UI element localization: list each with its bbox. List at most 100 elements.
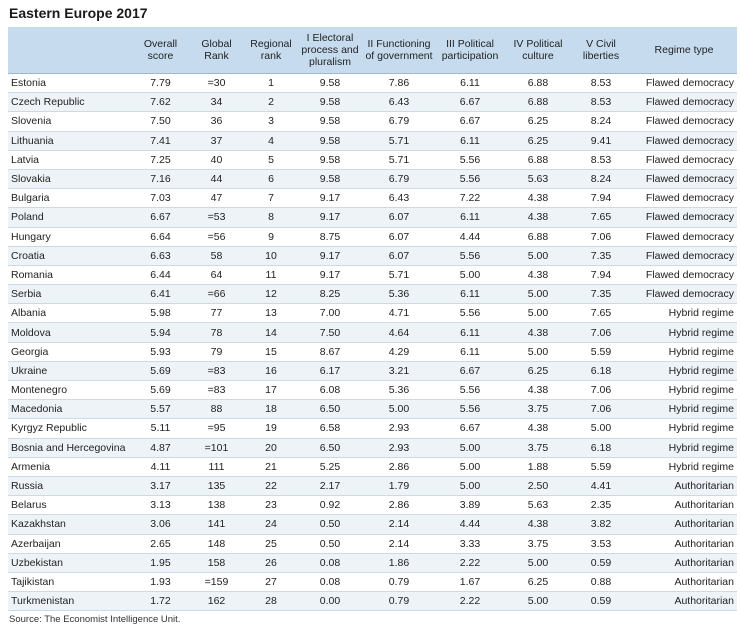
data-cell: 8 — [245, 207, 297, 228]
data-cell: 8.24 — [571, 111, 631, 132]
data-cell: 36 — [188, 111, 245, 132]
country-cell: Slovenia — [8, 111, 133, 132]
data-cell: 4.38 — [505, 514, 571, 535]
data-cell: Flawed democracy — [631, 111, 737, 132]
data-cell: 5.56 — [435, 169, 505, 190]
country-cell: Ukraine — [8, 361, 133, 382]
country-cell: Belarus — [8, 495, 133, 516]
table-row: Kyrgyz Republic 5.11 =95 19 6.58 2.93 6.67 4.38… — [8, 418, 737, 439]
data-cell: 3.89 — [435, 495, 505, 516]
data-cell: 6.63 — [133, 246, 188, 266]
data-cell: 9.17 — [297, 265, 363, 286]
data-cell: 6.50 — [297, 399, 363, 420]
data-cell: 5.94 — [133, 322, 188, 343]
data-cell: 4.38 — [505, 418, 571, 439]
data-cell: 0.50 — [297, 534, 363, 554]
data-cell: 6.18 — [571, 361, 631, 382]
table-row: Uzbekistan 1.95 158 26 0.08 1.86 2.22 5.00 0.59 A… — [8, 553, 737, 573]
data-cell: 6.07 — [363, 227, 435, 247]
data-cell: 88 — [188, 399, 245, 420]
data-cell: 0.08 — [297, 553, 363, 573]
data-cell: 6.11 — [435, 73, 505, 94]
data-cell: 3.17 — [133, 476, 188, 497]
data-cell: 5.00 — [505, 553, 571, 573]
data-cell: 5.00 — [435, 438, 505, 458]
country-cell: Lithuania — [8, 131, 133, 151]
data-cell: 1.79 — [363, 476, 435, 497]
data-cell: 0.79 — [363, 572, 435, 593]
data-cell: 8.75 — [297, 227, 363, 247]
data-cell: 0.08 — [297, 572, 363, 593]
country-cell: Latvia — [8, 150, 133, 170]
data-cell: Hybrid regime — [631, 322, 737, 343]
data-cell: 9.58 — [297, 92, 363, 113]
data-cell: 0.79 — [363, 591, 435, 612]
data-cell: 2.50 — [505, 476, 571, 497]
data-cell: 58 — [188, 246, 245, 266]
data-cell: 5.71 — [363, 131, 435, 151]
data-cell: 7.22 — [435, 188, 505, 209]
data-cell: 2.93 — [363, 438, 435, 458]
table-body: Estonia 7.79 =30 1 9.58 7.86 6.11 6.88 8.53 Flawe… — [8, 73, 737, 612]
data-cell: Authoritarian — [631, 495, 737, 516]
header-cell: Regional rank — [245, 27, 297, 74]
data-cell: 4.64 — [363, 322, 435, 343]
data-cell: 6.41 — [133, 284, 188, 305]
data-cell: 3.82 — [571, 514, 631, 535]
data-cell: Flawed democracy — [631, 265, 737, 286]
data-cell: 9.58 — [297, 150, 363, 170]
data-cell: =66 — [188, 284, 245, 305]
data-cell: 8.53 — [571, 150, 631, 170]
data-cell: Flawed democracy — [631, 169, 737, 190]
data-cell: 5.00 — [505, 303, 571, 324]
data-cell: 4.38 — [505, 380, 571, 401]
data-cell: 5.69 — [133, 380, 188, 401]
data-cell: 0.59 — [571, 591, 631, 612]
data-cell: 5 — [245, 150, 297, 170]
data-cell: 5.71 — [363, 265, 435, 286]
table-row: Hungary 6.64 =56 9 8.75 6.07 4.44 6.88 7.06 Flawe… — [8, 227, 737, 247]
data-cell: 5.00 — [435, 265, 505, 286]
data-cell: 6.07 — [363, 207, 435, 228]
header-cell: III Political participation — [435, 27, 505, 74]
data-cell: 5.93 — [133, 342, 188, 362]
table-row: Czech Republic 7.62 34 2 9.58 6.43 6.67 6.88 8.5… — [8, 92, 737, 113]
data-cell: 13 — [245, 303, 297, 324]
data-cell: 2.14 — [363, 534, 435, 554]
data-cell: 3.06 — [133, 514, 188, 535]
table-row: Latvia 7.25 40 5 9.58 5.71 5.56 6.88 8.53 Flawed … — [8, 150, 737, 170]
data-cell: =30 — [188, 73, 245, 94]
data-cell: 15 — [245, 342, 297, 362]
table-row: Estonia 7.79 =30 1 9.58 7.86 6.11 6.88 8.53 Flawe… — [8, 73, 737, 94]
data-cell: 1.88 — [505, 457, 571, 477]
data-cell: =95 — [188, 418, 245, 439]
data-cell: 6.08 — [297, 380, 363, 401]
data-cell: =56 — [188, 227, 245, 247]
data-cell: Authoritarian — [631, 476, 737, 497]
data-cell: 5.36 — [363, 380, 435, 401]
table-row: Russia 3.17 135 22 2.17 1.79 5.00 2.50 4.41 Autho… — [8, 476, 737, 497]
data-cell: 3.33 — [435, 534, 505, 554]
data-cell: 6.43 — [363, 92, 435, 113]
data-cell: 7.79 — [133, 73, 188, 94]
data-cell: 5.11 — [133, 418, 188, 439]
data-cell: 3.13 — [133, 495, 188, 516]
data-cell: 77 — [188, 303, 245, 324]
data-cell: 6.18 — [571, 438, 631, 458]
data-cell: 4.38 — [505, 265, 571, 286]
country-cell: Czech Republic — [8, 92, 133, 113]
data-cell: 5.25 — [297, 457, 363, 477]
data-cell: 6.11 — [435, 207, 505, 228]
data-table: Overall score Global Rank Regional rank I E… — [8, 27, 737, 612]
data-cell: Hybrid regime — [631, 399, 737, 420]
data-cell: 0.00 — [297, 591, 363, 612]
data-cell: 8.24 — [571, 169, 631, 190]
data-cell: 17 — [245, 380, 297, 401]
data-cell: 7.35 — [571, 284, 631, 305]
table-row: Montenegro 5.69 =83 17 6.08 5.36 5.56 4.38 7.06 H… — [8, 380, 737, 401]
data-cell: =101 — [188, 438, 245, 458]
table-row: Belarus 3.13 138 23 0.92 2.86 3.89 5.63 2.35 Auth… — [8, 495, 737, 516]
data-cell: 25 — [245, 534, 297, 554]
data-cell: Hybrid regime — [631, 418, 737, 439]
